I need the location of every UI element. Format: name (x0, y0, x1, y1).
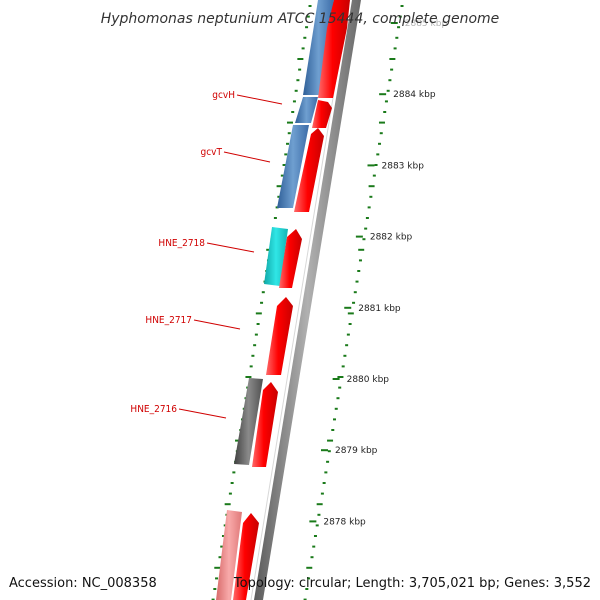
leader-line (193, 319, 241, 330)
kbp-tick-label: 2884 kbp (393, 90, 436, 100)
gene-HNE_2716-dark[interactable] (234, 378, 263, 465)
gene-label-HNE_2718[interactable]: HNE_2718 (158, 238, 255, 253)
kbp-ruler: 2885 kbp 2884 kbp 2883 kbp 2882 kbp 2881 kbp… (309, 19, 447, 527)
genome-backbone (254, 0, 361, 600)
gene-label-HNE_2717[interactable]: HNE_2717 (145, 315, 241, 330)
gene-label-HNE_2716[interactable]: HNE_2716 (130, 404, 227, 419)
gene-label-gcvH[interactable]: gcvH (212, 90, 283, 105)
gene-label-text[interactable]: HNE_2717 (145, 315, 192, 326)
kbp-tick-label: 2882 kbp (370, 233, 413, 243)
gene-label-text[interactable]: HNE_2718 (158, 238, 205, 249)
kbp-tick-label: 2883 kbp (382, 161, 425, 171)
kbp-tick-label: 2878 kbp (323, 517, 366, 527)
gene-pink-bottom[interactable] (216, 510, 242, 600)
backbone-highlight (250, 0, 350, 600)
gene-label-text[interactable]: gcvT (201, 147, 223, 158)
leader-line (178, 408, 227, 419)
accession-text: Accession: NC_008358 (9, 576, 157, 591)
gc-track-right (303, 5, 404, 600)
kbp-tick-label: 2881 kbp (358, 304, 401, 314)
summary-text: Topology: circular; Length: 3,705,021 bp… (233, 576, 591, 591)
gene-label-gcvT[interactable]: gcvT (201, 147, 271, 163)
gene-label-text[interactable]: HNE_2716 (130, 404, 177, 415)
leader-line (206, 242, 255, 253)
cds-HNE_2718[interactable] (279, 229, 302, 288)
gene-label-text[interactable]: gcvH (212, 90, 235, 101)
kbp-tick-label: 2880 kbp (347, 375, 390, 385)
cds-HNE_2717[interactable] (266, 297, 293, 375)
cds-HNE_2716[interactable] (252, 382, 278, 467)
leader-line (223, 151, 271, 163)
gene-gcvT-blue[interactable] (277, 125, 309, 208)
cds-gcvH[interactable] (312, 100, 332, 128)
cds-gcvT[interactable] (294, 128, 324, 212)
kbp-tick-label: 2885 kbp (405, 19, 448, 29)
map-title: Hyphomonas neptunium ATCC 15444, complet… (101, 11, 500, 27)
gene-blue-top[interactable] (303, 0, 334, 95)
leader-line (236, 94, 283, 105)
cds-bottom[interactable] (233, 513, 259, 600)
kbp-tick-label: 2879 kbp (335, 446, 378, 456)
gene-gcvH-blue[interactable] (295, 97, 318, 123)
cds-top[interactable] (318, 0, 350, 98)
